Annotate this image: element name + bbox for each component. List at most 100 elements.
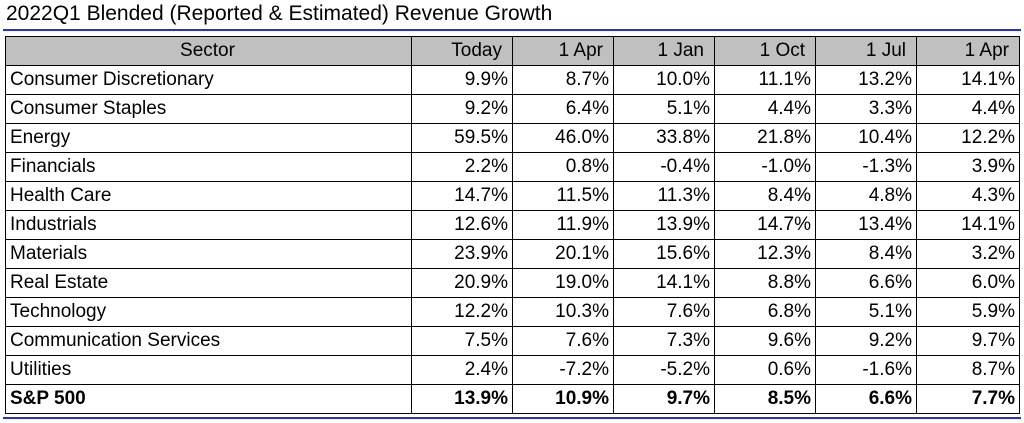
value-cell: 9.2% (411, 94, 513, 124)
column-header: 1 Apr (916, 36, 1020, 66)
table-row: Industrials 12.6% 11.9% 13.9% 14.7% 13.4% 14.1… (5, 210, 1020, 240)
value-cell: 20.1% (512, 239, 614, 269)
column-header: Sector (5, 36, 412, 66)
table-row: Financials 2.2% 0.8% -0.4% -1.0% -1.3% 3.9% (5, 152, 1020, 182)
value-cell: -1.0% (714, 152, 816, 182)
value-cell: 14.7% (411, 181, 513, 211)
top-rule (3, 29, 1021, 31)
value-cell: 3.9% (916, 152, 1020, 182)
header-row: Sector Today 1 Apr 1 Jan 1 Oct 1 Jul 1 A… (5, 36, 1020, 66)
value-cell: 5.1% (613, 94, 715, 124)
value-cell: 11.3% (613, 181, 715, 211)
value-cell: 21.8% (714, 123, 816, 153)
value-cell: 8.8% (714, 268, 816, 298)
bottom-rule (3, 417, 1021, 419)
value-cell: 4.4% (714, 94, 816, 124)
value-cell: 19.0% (512, 268, 614, 298)
value-cell: 6.0% (916, 268, 1020, 298)
value-cell: 11.9% (512, 210, 614, 240)
value-cell: 46.0% (512, 123, 614, 153)
value-cell: 10.0% (613, 65, 715, 95)
table-row: Consumer Staples 9.2% 6.4% 5.1% 4.4% 3.3% 4.4% (5, 94, 1020, 124)
table-row: Materials 23.9% 20.1% 15.6% 12.3% 8.4% 3.2% (5, 239, 1020, 269)
value-cell: 9.7% (613, 384, 715, 414)
sector-cell: S&P 500 (5, 384, 412, 414)
value-cell: 7.5% (411, 326, 513, 356)
column-header: 1 Apr (512, 36, 614, 66)
value-cell: 8.7% (916, 355, 1020, 385)
total-row: S&P 500 13.9% 10.9% 9.7% 8.5% 6.6% 7.7% (5, 384, 1020, 414)
value-cell: 7.7% (916, 384, 1020, 414)
value-cell: -1.6% (815, 355, 917, 385)
value-cell: 0.6% (714, 355, 816, 385)
column-header: 1 Jan (613, 36, 715, 66)
value-cell: 13.4% (815, 210, 917, 240)
value-cell: 13.2% (815, 65, 917, 95)
sector-cell: Consumer Discretionary (5, 65, 412, 95)
value-cell: 20.9% (411, 268, 513, 298)
value-cell: 8.5% (714, 384, 816, 414)
value-cell: 7.6% (512, 326, 614, 356)
value-cell: 9.7% (916, 326, 1020, 356)
sector-cell: Industrials (5, 210, 412, 240)
value-cell: 14.1% (916, 210, 1020, 240)
value-cell: 11.1% (714, 65, 816, 95)
sector-cell: Materials (5, 239, 412, 269)
sector-cell: Utilities (5, 355, 412, 385)
value-cell: 4.8% (815, 181, 917, 211)
table-row: Energy 59.5% 46.0% 33.8% 21.8% 10.4% 12.2% (5, 123, 1020, 153)
column-header: 1 Oct (714, 36, 816, 66)
sector-cell: Energy (5, 123, 412, 153)
sector-cell: Consumer Staples (5, 94, 412, 124)
value-cell: 5.1% (815, 297, 917, 327)
value-cell: 8.7% (512, 65, 614, 95)
value-cell: 6.6% (815, 384, 917, 414)
value-cell: 6.8% (714, 297, 816, 327)
column-header: 1 Jul (815, 36, 917, 66)
value-cell: 7.6% (613, 297, 715, 327)
sector-cell: Technology (5, 297, 412, 327)
value-cell: 4.4% (916, 94, 1020, 124)
value-cell: 8.4% (815, 239, 917, 269)
value-cell: 13.9% (613, 210, 715, 240)
value-cell: 9.9% (411, 65, 513, 95)
revenue-growth-table: Sector Today 1 Apr 1 Jan 1 Oct 1 Jul 1 A… (5, 36, 1020, 414)
sector-cell: Health Care (5, 181, 412, 211)
value-cell: 12.2% (411, 297, 513, 327)
value-cell: 0.8% (512, 152, 614, 182)
value-cell: 3.2% (916, 239, 1020, 269)
value-cell: 7.3% (613, 326, 715, 356)
value-cell: 9.2% (815, 326, 917, 356)
value-cell: 12.3% (714, 239, 816, 269)
value-cell: 3.3% (815, 94, 917, 124)
table-row: Communication Services 7.5% 7.6% 7.3% 9.6% 9.… (5, 326, 1020, 356)
sector-cell: Real Estate (5, 268, 412, 298)
value-cell: 10.3% (512, 297, 614, 327)
value-cell: 23.9% (411, 239, 513, 269)
table-row: Technology 12.2% 10.3% 7.6% 6.8% 5.1% 5.9% (5, 297, 1020, 327)
value-cell: -7.2% (512, 355, 614, 385)
value-cell: -0.4% (613, 152, 715, 182)
value-cell: 14.1% (613, 268, 715, 298)
column-header: Today (411, 36, 513, 66)
sector-cell: Communication Services (5, 326, 412, 356)
value-cell: 11.5% (512, 181, 614, 211)
value-cell: -1.3% (815, 152, 917, 182)
value-cell: 10.4% (815, 123, 917, 153)
value-cell: 9.6% (714, 326, 816, 356)
value-cell: 4.3% (916, 181, 1020, 211)
value-cell: 6.6% (815, 268, 917, 298)
value-cell: -5.2% (613, 355, 715, 385)
value-cell: 12.2% (916, 123, 1020, 153)
table-row: Utilities 2.4% -7.2% -5.2% 0.6% -1.6% 8.7% (5, 355, 1020, 385)
value-cell: 8.4% (714, 181, 816, 211)
value-cell: 5.9% (916, 297, 1020, 327)
value-cell: 12.6% (411, 210, 513, 240)
value-cell: 14.7% (714, 210, 816, 240)
sector-cell: Financials (5, 152, 412, 182)
value-cell: 10.9% (512, 384, 614, 414)
value-cell: 33.8% (613, 123, 715, 153)
table-row: Real Estate 20.9% 19.0% 14.1% 8.8% 6.6% 6.0% (5, 268, 1020, 298)
value-cell: 6.4% (512, 94, 614, 124)
value-cell: 2.4% (411, 355, 513, 385)
